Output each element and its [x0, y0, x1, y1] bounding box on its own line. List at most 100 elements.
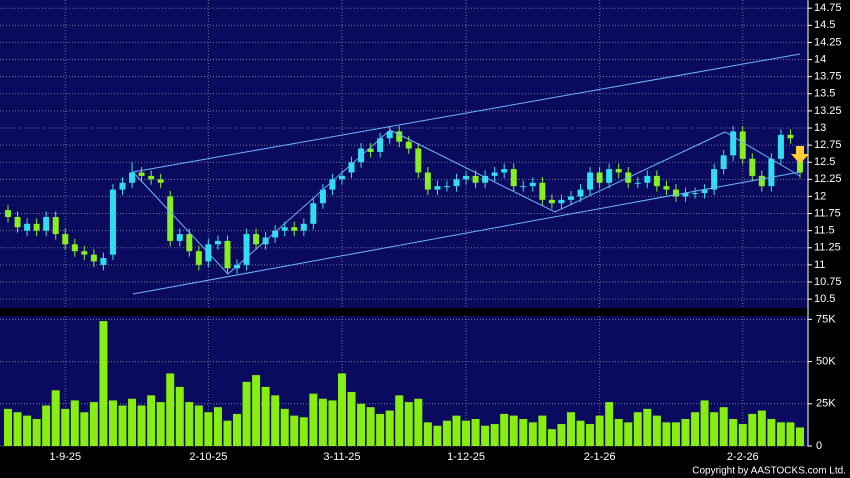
- candle-body: [109, 189, 116, 255]
- candle-body: [634, 182, 641, 184]
- volume-bar: [366, 407, 375, 446]
- volume-bar: [357, 403, 366, 446]
- volume-bar: [175, 386, 184, 446]
- candle-body: [24, 223, 31, 231]
- y-tick-label: 14.25: [814, 36, 842, 48]
- candle-body: [224, 240, 231, 269]
- y-tick-label: 12.75: [814, 139, 842, 151]
- trend-lines: [132, 53, 801, 295]
- candle-body: [43, 216, 50, 231]
- candle-body: [730, 131, 737, 156]
- volume-bar: [662, 422, 671, 446]
- candle-body: [329, 179, 336, 190]
- y-tick-label: 12.5: [814, 156, 835, 168]
- volume-bar: [204, 412, 213, 446]
- candle-body: [338, 175, 345, 180]
- candle-body: [415, 148, 422, 173]
- candle-body: [692, 193, 699, 195]
- candle-body: [653, 175, 660, 187]
- y-tick-label: 13.25: [814, 105, 842, 117]
- candle-body: [291, 227, 298, 231]
- candle-body: [62, 234, 69, 245]
- candle-body: [14, 216, 21, 228]
- volume-bar: [757, 410, 766, 446]
- candle-body: [596, 172, 603, 183]
- volume-bar: [776, 422, 785, 446]
- volume-bar: [414, 398, 423, 446]
- volume-bar: [118, 405, 127, 446]
- volume-bar: [194, 405, 203, 446]
- candle-body: [167, 196, 174, 241]
- x-tick-label: 2-10-25: [189, 451, 227, 463]
- volume-bar: [633, 412, 642, 446]
- volume-bar: [23, 415, 32, 446]
- zigzag: [132, 129, 801, 275]
- candle-body: [472, 175, 479, 183]
- candle-body: [186, 234, 193, 252]
- volume-bar: [738, 424, 747, 446]
- volume-bar: [32, 418, 41, 446]
- volume-bar: [61, 408, 70, 446]
- volume-bar: [557, 424, 566, 446]
- volume-bar: [108, 400, 117, 446]
- volume-bar: [213, 407, 222, 446]
- volume-bar: [481, 425, 490, 446]
- copyright: Copyright by AASTOCKS.com Ltd.: [692, 466, 846, 477]
- y-tick-label: 13.5: [814, 88, 835, 100]
- volume-bar: [89, 402, 98, 446]
- volume-bar: [605, 402, 614, 446]
- y-tick-label: 13: [814, 122, 826, 134]
- candle-body: [71, 244, 78, 252]
- volume-bar: [652, 415, 661, 446]
- candle-body: [558, 199, 565, 204]
- volume-bar: [385, 410, 394, 446]
- candle-body: [587, 172, 594, 190]
- candle-body: [272, 230, 279, 238]
- volume-bar: [462, 420, 471, 446]
- candle-body: [214, 240, 221, 245]
- candle-body: [243, 234, 250, 265]
- candle-body: [701, 189, 708, 194]
- volume-bar: [681, 418, 690, 446]
- volume-bar: [13, 412, 22, 446]
- candle-body: [138, 172, 145, 176]
- candle-body: [758, 175, 765, 187]
- candle-body: [5, 210, 11, 217]
- volume-bar: [700, 400, 709, 446]
- volume-bar: [99, 321, 108, 446]
- x-tick-label: 2-2-26: [727, 451, 759, 463]
- y-tick-label: 14: [814, 53, 826, 65]
- volume-bar: [614, 418, 623, 446]
- candle-body: [577, 189, 584, 197]
- volume-bar: [547, 429, 556, 446]
- candle-body: [529, 182, 536, 187]
- volume-bar: [156, 402, 165, 446]
- y-tick-label: 14.5: [814, 19, 835, 31]
- y-tick-label: 25K: [816, 398, 836, 410]
- volume-bar: [767, 418, 776, 446]
- candle-body: [176, 234, 183, 241]
- channel-lower: [132, 171, 801, 295]
- volume-bar: [471, 418, 480, 446]
- candle-body: [281, 227, 288, 231]
- candle-body: [377, 138, 384, 152]
- candle-body: [157, 179, 164, 183]
- volume-bar: [710, 412, 719, 446]
- volume-bar: [80, 412, 89, 446]
- volume-bar: [576, 420, 585, 446]
- volume-bar: [51, 390, 60, 446]
- y-tick-label: 10.75: [814, 276, 842, 288]
- candle-body: [501, 169, 508, 173]
- candle-body: [463, 175, 470, 180]
- y-tick-label: 50K: [816, 355, 836, 367]
- volume-bar: [261, 386, 270, 446]
- y-tick-label: 12.25: [814, 173, 842, 185]
- y-tick-label: 11.5: [814, 225, 835, 237]
- candle-body: [768, 158, 775, 187]
- candle-body: [520, 186, 527, 188]
- x-tick-label: 2-1-26: [584, 451, 616, 463]
- y-tick-label: 11: [814, 259, 825, 271]
- candle-body: [491, 172, 498, 176]
- volume-bar: [729, 418, 738, 446]
